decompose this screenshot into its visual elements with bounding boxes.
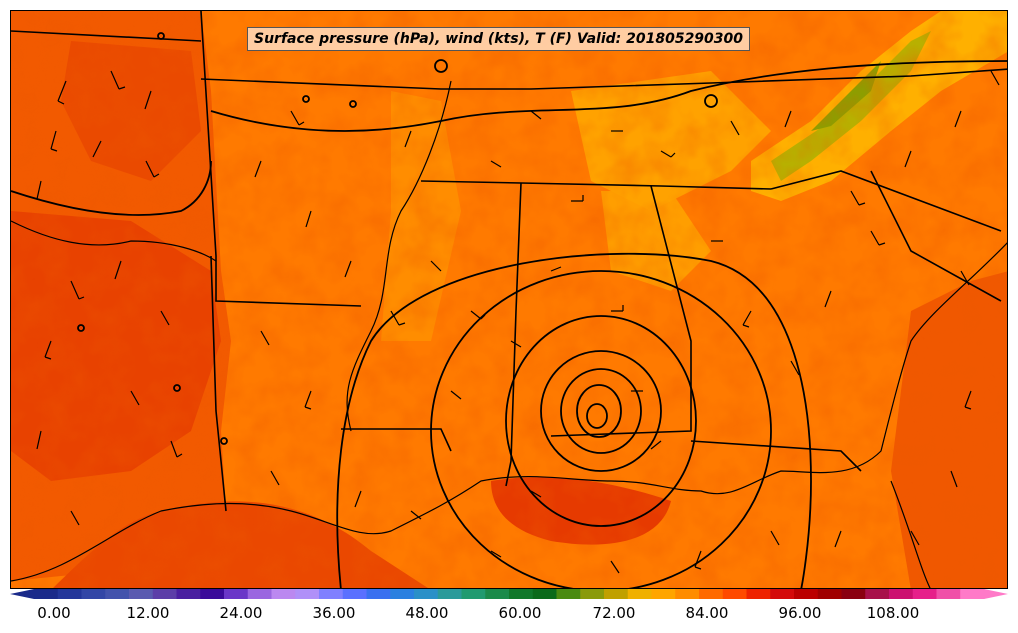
colorbar-cell [889, 589, 914, 599]
isobar-ring-5 [430, 270, 772, 588]
rivers-coastlines [11, 80, 1007, 588]
colorbar-cell [580, 589, 605, 599]
colorbar-cell [722, 589, 747, 599]
isobar-north [210, 60, 1007, 132]
colorbar-cell [295, 589, 320, 599]
colorbar-cell [319, 589, 344, 599]
colorbar-tick-label: 24.00 [219, 604, 263, 622]
colorbar-tick-label: 36.00 [312, 604, 356, 622]
colorbar-cell [461, 589, 486, 599]
colorbar-cell [699, 589, 724, 599]
colorbar-cell [556, 589, 581, 599]
colorbar-tick-label: 60.00 [498, 604, 542, 622]
colorbar-cell [817, 589, 842, 599]
colorbar-cell [152, 589, 177, 599]
isobars [11, 32, 1007, 588]
colorbar-cell [865, 589, 890, 599]
colorbar-cell [247, 589, 272, 599]
colorbar-cell [105, 589, 130, 599]
colorbar-cell [841, 589, 866, 599]
wind-barbs [36, 70, 1000, 574]
colorbar-cell [200, 589, 225, 599]
colorbar-cell [57, 589, 82, 599]
colorbar-min-extend [10, 589, 34, 599]
colorbar-cell [532, 589, 557, 599]
map-title: Surface pressure (hPa), wind (kts), T (F… [247, 27, 751, 51]
colorbar-cell [794, 589, 819, 599]
colorbar-cell [675, 589, 700, 599]
state-borders [11, 11, 1007, 512]
colorbar-tick-label: 48.00 [405, 604, 449, 622]
isobar-center [586, 403, 608, 429]
colorbar-tick-label: 0.00 [37, 604, 71, 622]
colorbar [10, 589, 1008, 599]
colorbar-cell [651, 589, 676, 599]
colorbar-max-extend [984, 589, 1008, 599]
colorbar-cell [509, 589, 534, 599]
isobar-outer [336, 252, 812, 588]
colorbar-cell [770, 589, 795, 599]
colorbar-cell [342, 589, 367, 599]
isobar-ring-1 [576, 384, 622, 438]
colorbar-cell [81, 589, 106, 599]
colorbar-cell [176, 589, 201, 599]
colorbar-cell [746, 589, 771, 599]
colorbar-tick-label: 108.00 [866, 604, 920, 622]
temperature-map [11, 11, 1007, 588]
isobar-ring-2 [560, 368, 642, 454]
isobar-ring-4 [505, 315, 697, 527]
colorbar-cell [604, 589, 629, 599]
colorbar-cell [390, 589, 415, 599]
colorbar-cell [912, 589, 937, 599]
colorbar-tick-label: 96.00 [778, 604, 822, 622]
colorbar-tick-label: 72.00 [592, 604, 636, 622]
colorbar-cell [34, 589, 59, 599]
colorbar-cell [485, 589, 510, 599]
colorbar-cell [437, 589, 462, 599]
colorbar-cell [129, 589, 154, 599]
colorbar-tick-label: 12.00 [126, 604, 170, 622]
colorbar-cells [10, 589, 1008, 599]
colorbar-cell [936, 589, 961, 599]
map-panel[interactable]: Surface pressure (hPa), wind (kts), T (F… [10, 10, 1008, 589]
isobar-west [11, 160, 212, 216]
colorbar-cell [366, 589, 391, 599]
colorbar-tick-label: 84.00 [685, 604, 729, 622]
colorbar-cell [224, 589, 249, 599]
isobar-ring-3 [540, 350, 662, 472]
colorbar-cell [627, 589, 652, 599]
colorbar-cell [271, 589, 296, 599]
colorbar-cell [960, 589, 985, 599]
colorbar-cell [414, 589, 439, 599]
